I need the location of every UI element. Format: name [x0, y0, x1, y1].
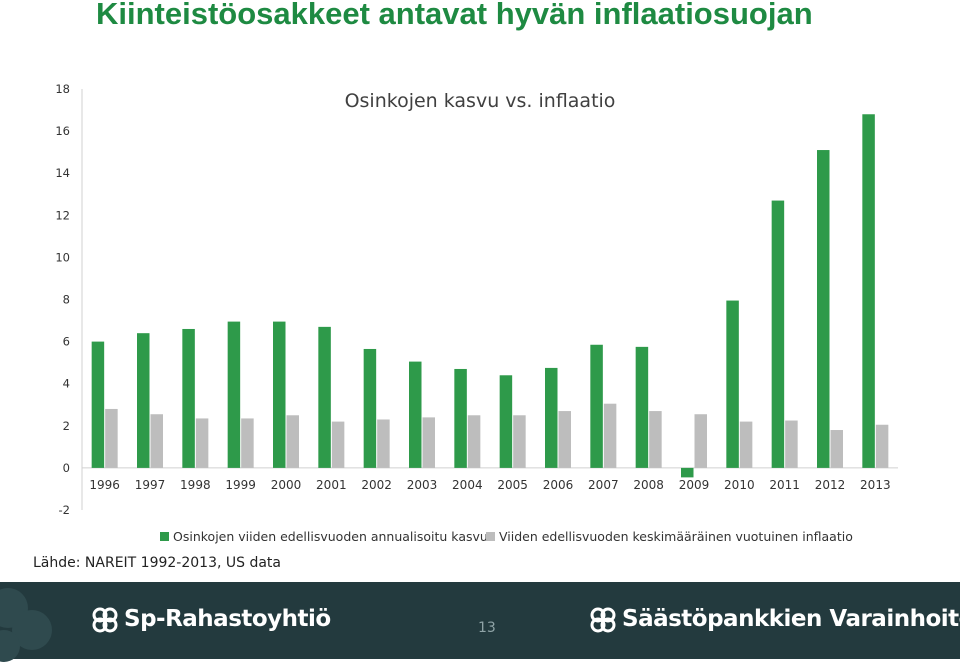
bar-dividend-growth: [635, 346, 649, 468]
bar-dividend-growth: [273, 321, 286, 468]
x-tick-label: 2006: [543, 478, 574, 492]
x-tick-label: 2004: [452, 478, 483, 492]
x-tick-label: 2003: [407, 478, 438, 492]
bar-inflation: [649, 411, 662, 468]
legend-label-inflation: Viiden edellisvuoden keskimääräinen vuot…: [499, 529, 853, 544]
bar-inflation: [739, 421, 753, 468]
x-tick-label: 2009: [679, 478, 710, 492]
x-tick-label: 2005: [497, 478, 528, 492]
source-note: Lähde: NAREIT 1992-2013, US data: [33, 555, 282, 571]
legend-swatch-dividend-growth: [160, 532, 169, 541]
legend-swatch-inflation: [486, 532, 495, 541]
saastopankkien-varainhoito-logo: Säästöpankkien Varainhoito: [590, 606, 960, 633]
bar-inflation: [603, 403, 617, 468]
y-tick-label: 8: [63, 293, 70, 307]
chart-legend: Osinkojen viiden edellisvuoden annualiso…: [160, 529, 853, 544]
x-tick-label: 1999: [225, 478, 256, 492]
x-tick-label: 2011: [769, 478, 800, 492]
bar-inflation: [195, 418, 209, 468]
bar-dividend-growth: [91, 341, 105, 468]
bar-dividend-growth: [227, 321, 241, 468]
brand-left-label: Sp-Rahastoyhtiö: [124, 606, 331, 632]
y-tick-label: 0: [63, 461, 70, 475]
bar-dividend-growth: [182, 328, 195, 468]
x-tick-label: 1998: [180, 478, 211, 492]
bar-inflation: [875, 424, 889, 468]
y-tick-labels: -2 0 2 4 6 8 10 12 14 16 18: [55, 82, 70, 517]
leaf-icon: [590, 607, 616, 632]
y-tick-label: -2: [59, 503, 70, 517]
bar-inflation: [694, 414, 707, 468]
bar-inflation: [377, 419, 390, 468]
bar-dividend-growth: [817, 150, 830, 468]
bar-dividend-growth: [545, 367, 558, 468]
y-tick-label: 4: [63, 377, 70, 391]
legend-label-dividend-growth: Osinkojen viiden edellisvuoden annualiso…: [173, 529, 488, 544]
bar-dividend-growth: [499, 375, 513, 468]
chart-axes: [81, 89, 898, 510]
bar-dividend-growth: [862, 114, 875, 468]
y-tick-label: 10: [55, 250, 70, 264]
y-tick-label: 12: [55, 208, 70, 222]
bar-dividend-growth: [409, 361, 422, 468]
leaf-icon: [92, 607, 118, 632]
y-tick-label: 2: [63, 419, 70, 433]
bar-inflation: [241, 418, 254, 468]
chart-bars: [91, 114, 889, 478]
x-tick-label: 2000: [271, 478, 302, 492]
bar-dividend-growth: [137, 333, 150, 468]
bar-inflation: [422, 417, 435, 468]
bar-dividend-growth: [726, 300, 739, 468]
bar-dividend-growth: [590, 344, 603, 468]
chart-title: Osinkojen kasvu vs. inflaatio: [345, 90, 616, 112]
bar-dividend-growth: [771, 200, 785, 468]
y-tick-label: 6: [63, 335, 70, 349]
x-tick-label: 2008: [633, 478, 664, 492]
y-tick-label: 18: [55, 82, 70, 96]
x-tick-label: 2013: [860, 478, 891, 492]
brand-right-label: Säästöpankkien Varainhoito: [622, 606, 960, 632]
x-tick-label: 2010: [724, 478, 755, 492]
bar-inflation: [558, 411, 571, 468]
bar-dividend-growth: [681, 467, 694, 478]
bar-inflation: [105, 408, 118, 468]
chart: Osinkojen kasvu vs. inflaatio -2 0 2 4 6 8 10 1…: [55, 82, 898, 544]
x-tick-label: 1996: [89, 478, 120, 492]
bar-inflation: [785, 420, 798, 468]
bar-dividend-growth: [318, 326, 331, 468]
bar-inflation: [467, 415, 481, 468]
bar-inflation: [150, 414, 163, 468]
x-tick-label: 2007: [588, 478, 619, 492]
decorative-leaf-icon: [0, 588, 52, 662]
sp-rahastoyhtio-logo: Sp-Rahastoyhtiö: [92, 606, 331, 633]
bar-inflation: [513, 415, 526, 468]
bar-inflation: [830, 430, 843, 468]
page-number: 13: [478, 620, 496, 636]
footer-bar: Sp-Rahastoyhtiö 13 Säästöpankkien Varain…: [0, 582, 960, 662]
x-tick-labels: 1996 1997 1998 1999 2000 2001 2002 2003 2004 2005…: [89, 478, 890, 492]
bar-inflation: [331, 421, 345, 468]
x-tick-label: 2001: [316, 478, 347, 492]
page-title: Kiinteistöosakkeet antavat hyvän inflaat…: [96, 0, 813, 31]
bar-dividend-growth: [363, 348, 377, 468]
y-tick-label: 16: [55, 124, 70, 138]
x-tick-label: 2012: [815, 478, 846, 492]
x-tick-label: 1997: [135, 478, 166, 492]
bar-inflation: [286, 415, 299, 468]
x-tick-label: 2002: [361, 478, 392, 492]
bar-dividend-growth: [454, 368, 467, 468]
y-tick-label: 14: [55, 166, 70, 180]
